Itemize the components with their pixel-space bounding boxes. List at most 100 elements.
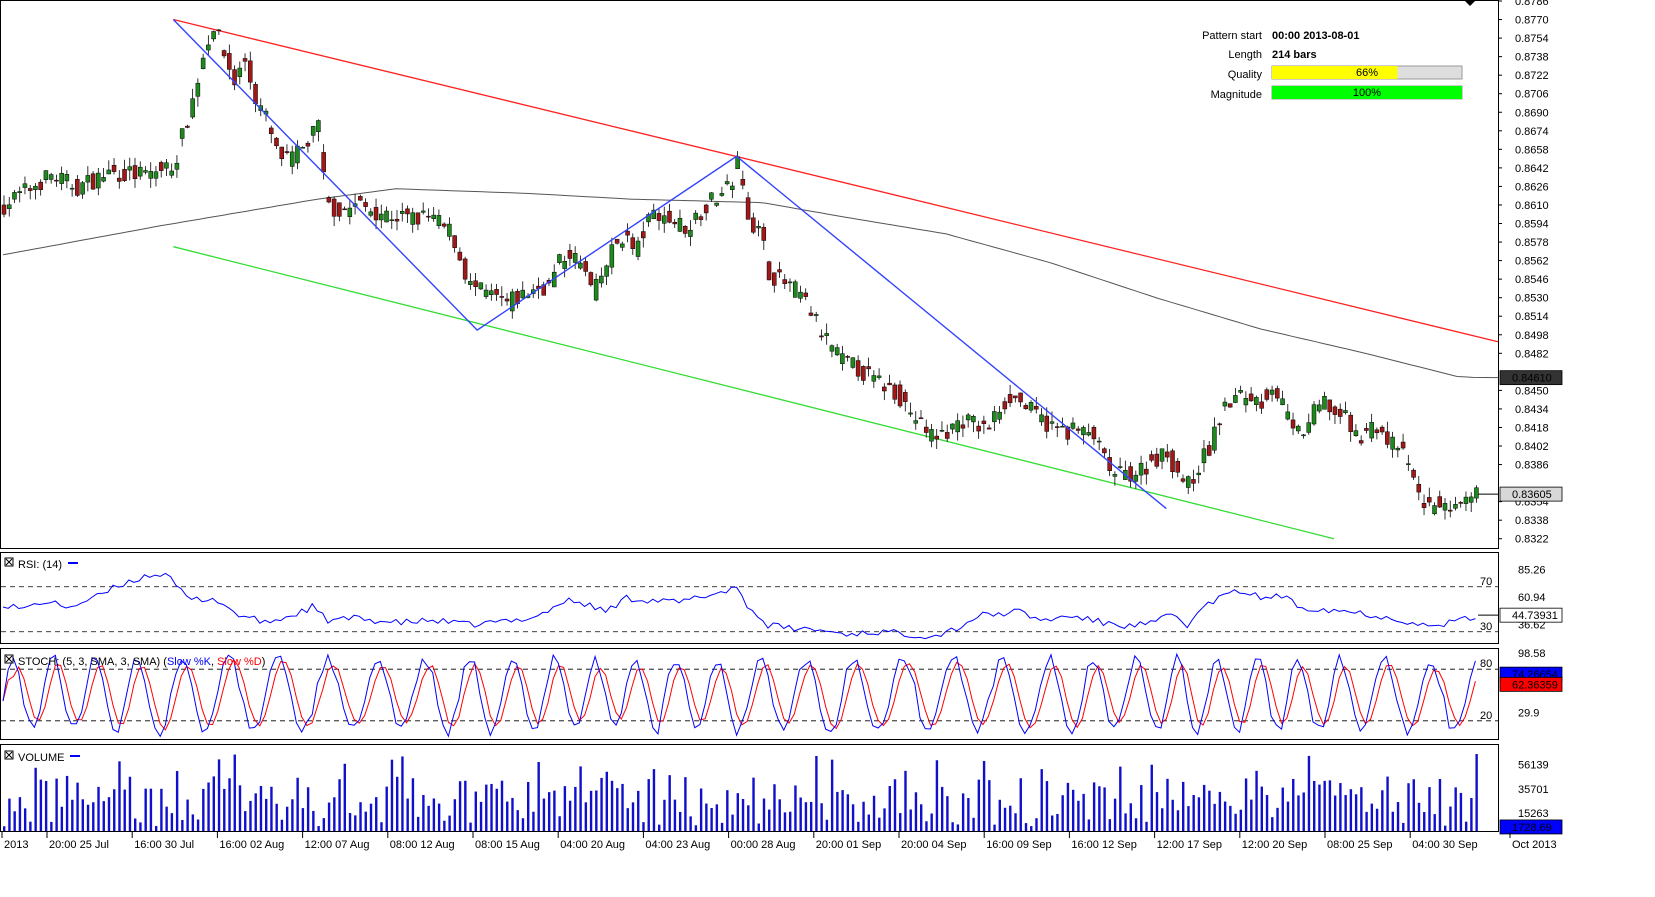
volume-bar <box>972 817 975 831</box>
candle <box>227 44 232 80</box>
candle-body <box>337 202 342 217</box>
price-tick-label: 0.8402 <box>1515 441 1549 453</box>
volume-bar <box>1019 778 1022 831</box>
volume-bar <box>1239 809 1243 831</box>
volume-bar <box>1423 812 1426 831</box>
candle-body <box>137 166 143 177</box>
quality-bar-fill <box>1272 66 1398 79</box>
volume-bar <box>1234 813 1237 831</box>
candle <box>153 165 159 187</box>
volume-bar <box>1087 819 1091 831</box>
volume-bar <box>1140 785 1143 831</box>
candle <box>557 253 562 265</box>
candle-body <box>1280 398 1285 406</box>
volume-bar <box>422 794 425 831</box>
volume-bar <box>977 779 981 831</box>
rsi-tick-label: 60.94 <box>1518 592 1546 604</box>
candle <box>1018 392 1023 407</box>
volume-bar <box>878 817 881 831</box>
volume-bar <box>1292 778 1295 831</box>
volume-bar <box>935 760 939 831</box>
volume-bar <box>1161 808 1164 831</box>
candle <box>394 210 400 231</box>
volume-bar <box>1003 807 1007 831</box>
volume-bar <box>532 811 535 831</box>
price-tick-label: 0.8642 <box>1515 163 1549 175</box>
candle-body <box>504 298 510 302</box>
volume-bar <box>207 782 210 831</box>
volume-bar <box>280 819 284 831</box>
candle <box>43 170 49 184</box>
candle-body <box>158 162 164 171</box>
volume-panel-header: VOLUME <box>4 750 80 764</box>
candle-body <box>1165 451 1170 458</box>
candle <box>1453 496 1458 511</box>
volume-bar <box>327 802 331 831</box>
candle <box>6 196 12 217</box>
candle <box>473 273 478 296</box>
candle-body <box>389 219 395 222</box>
candle-body <box>494 289 499 295</box>
candle-body <box>69 187 75 190</box>
volume-bar <box>1244 778 1248 831</box>
volume-bar <box>1113 798 1117 831</box>
stoch-level-label: 80 <box>1480 658 1492 670</box>
candle-body <box>321 152 326 173</box>
candle <box>221 49 227 59</box>
candle <box>64 170 70 189</box>
volume-value-label-text: 1728.69 <box>1512 822 1552 834</box>
candle <box>185 124 190 129</box>
candle-body <box>54 179 59 182</box>
volume-bar <box>563 786 567 831</box>
volume-bar <box>1166 778 1169 831</box>
resistance-trendline <box>173 18 1499 343</box>
candle <box>782 274 788 290</box>
candle <box>143 166 148 175</box>
candle-body <box>43 170 49 180</box>
candle-body <box>583 261 588 272</box>
candle <box>373 198 379 230</box>
candle-body <box>777 269 782 273</box>
candle <box>1196 465 1201 484</box>
volume-bar <box>249 800 252 831</box>
volume-bar <box>401 756 404 831</box>
pattern-start-value: 00:00 2013-08-01 <box>1272 30 1359 42</box>
candle-body <box>1385 431 1390 445</box>
volume-bar <box>354 815 357 831</box>
candle-body <box>331 198 337 217</box>
volume-bar <box>809 801 813 831</box>
candle-body <box>1144 468 1149 475</box>
candle <box>1 195 7 218</box>
candle-body <box>1248 393 1254 402</box>
candle-body <box>1201 448 1207 464</box>
volume-bar <box>474 791 477 831</box>
candle <box>829 344 835 358</box>
volume-bar <box>359 802 362 831</box>
quality-label: Quality <box>1228 69 1263 81</box>
candle <box>326 195 332 204</box>
volume-bar <box>684 777 687 831</box>
candle-body <box>599 275 604 284</box>
volume-bar <box>506 801 509 831</box>
volume-bar <box>988 780 991 831</box>
candle <box>200 53 206 70</box>
volume-bar <box>1197 797 1201 831</box>
candle <box>1348 411 1353 442</box>
stoch-tick-label: 98.58 <box>1518 648 1546 660</box>
volume-bar <box>144 788 147 831</box>
chevron-down-icon[interactable] <box>1464 0 1476 6</box>
volume-bar <box>1124 813 1127 831</box>
volume-bar <box>1302 792 1305 831</box>
axis-layer: 0.8786 0.8770 0.8754 0.8738 0.8722 0.8706 0.86… <box>1 0 1563 851</box>
candle-body <box>1206 445 1212 456</box>
volume-bar <box>1318 784 1321 831</box>
price-tick-label: 0.8610 <box>1515 200 1549 212</box>
candle <box>625 223 630 243</box>
candle <box>819 329 824 341</box>
candle-body <box>195 82 201 97</box>
candle-body <box>787 281 793 284</box>
candle-body <box>441 223 447 227</box>
volume-bar <box>1014 813 1017 831</box>
candle-body <box>693 212 698 220</box>
candle <box>347 199 353 225</box>
